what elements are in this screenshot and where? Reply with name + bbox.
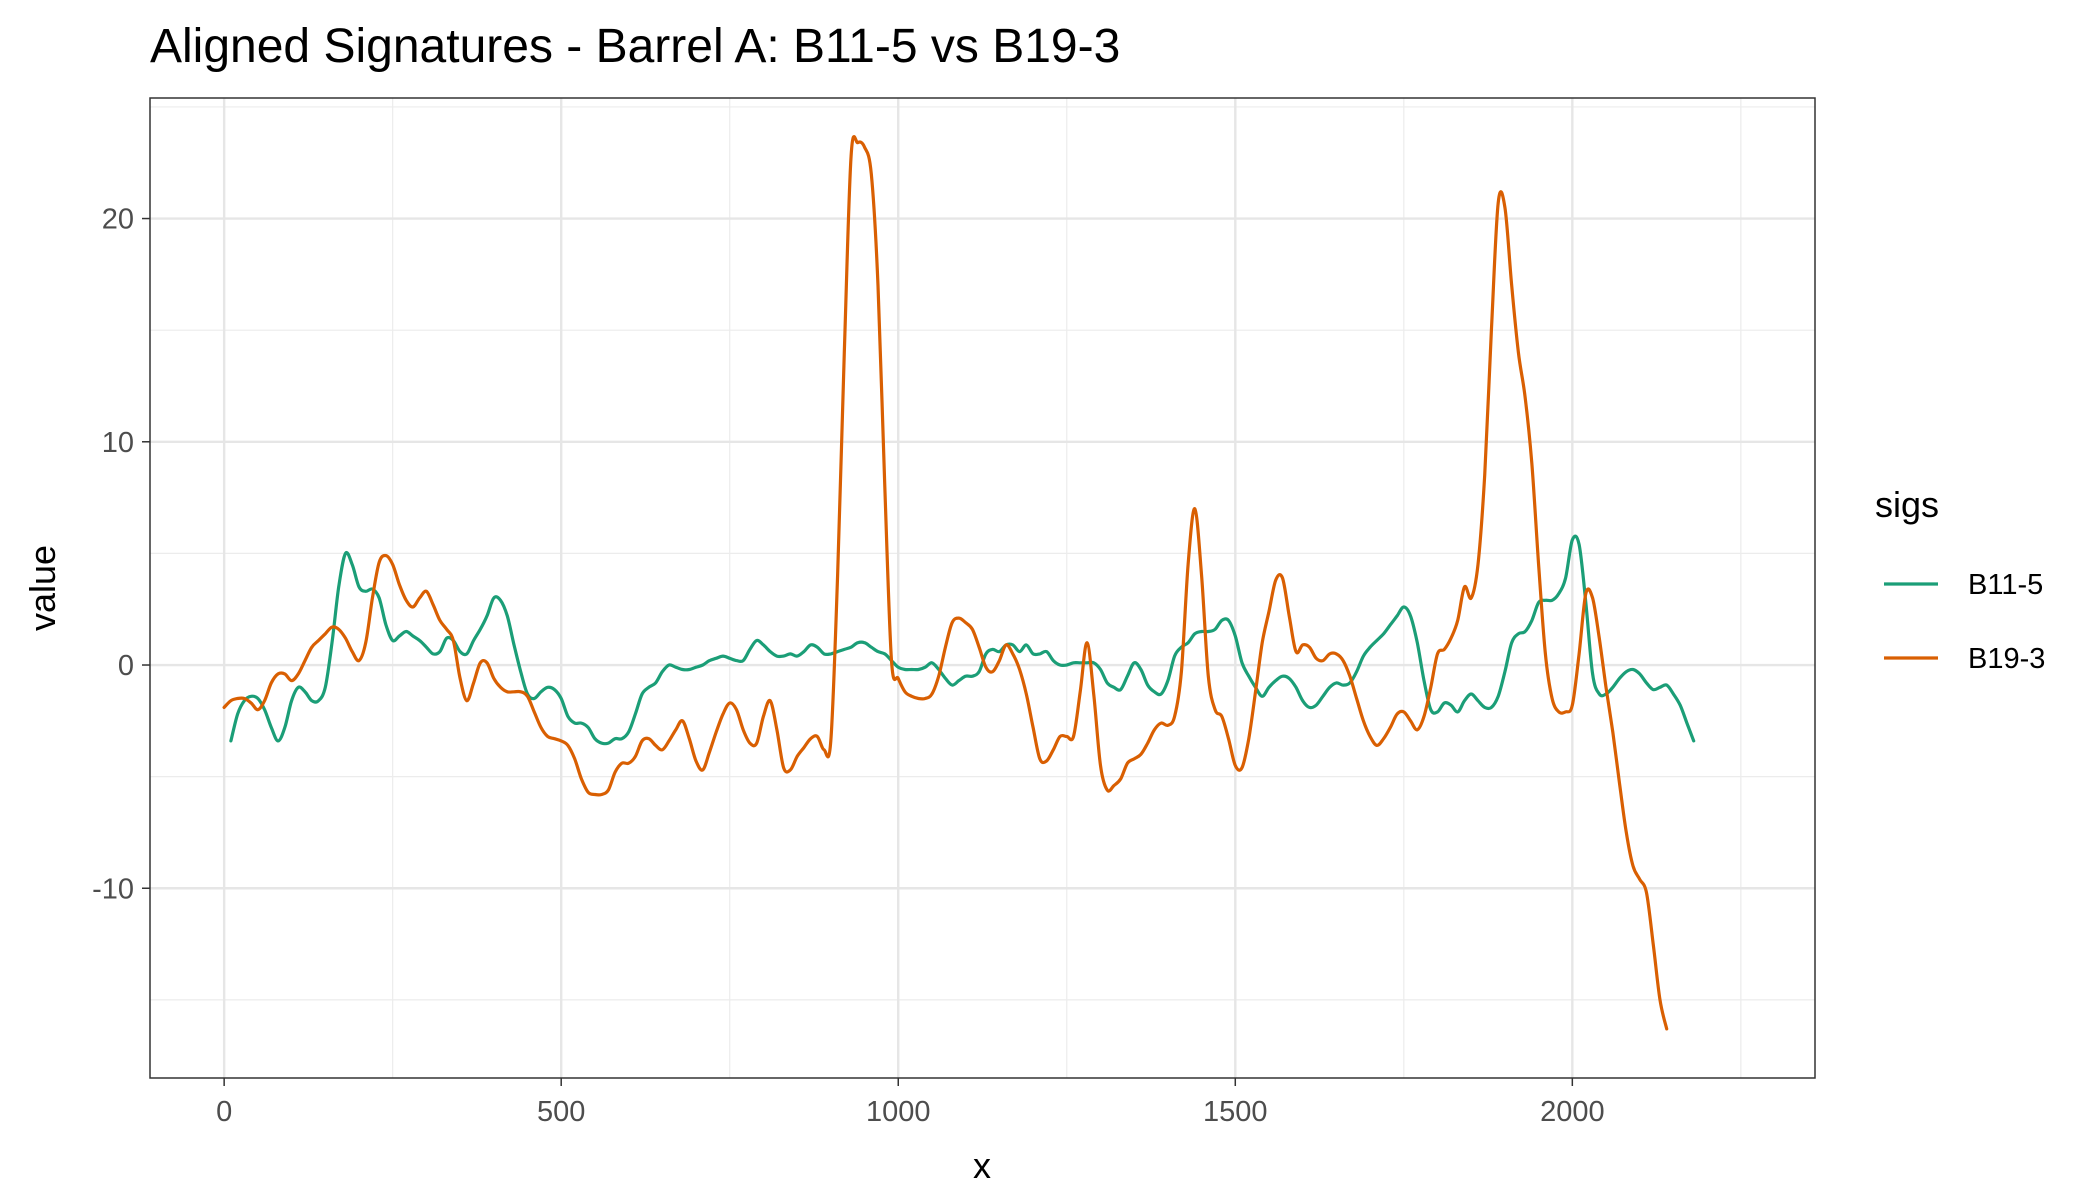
y-axis: -10 0 10 20 xyxy=(92,204,150,905)
series-lines xyxy=(222,135,1696,1031)
y-tick-label-0: -10 xyxy=(92,873,134,905)
panel-border xyxy=(149,97,1816,1079)
x-tick-label-4: 2000 xyxy=(1540,1096,1605,1128)
legend-title: sigs xyxy=(1875,484,1939,525)
x-tick-label-2: 1000 xyxy=(866,1096,931,1128)
x-axis: 0 500 1000 1500 2000 xyxy=(216,1078,1605,1128)
y-tick-label-3: 20 xyxy=(102,204,134,236)
chart-title: Aligned Signatures - Barrel A: B11-5 vs … xyxy=(150,20,1120,73)
major-gridlines xyxy=(150,98,1815,1078)
y-tick-label-2: 10 xyxy=(102,427,134,459)
y-axis-title: value xyxy=(22,545,63,631)
x-tick-label-3: 1500 xyxy=(1203,1096,1268,1128)
y-tick-label-1: 0 xyxy=(118,650,134,682)
x-tick-label-1: 500 xyxy=(537,1096,585,1128)
series-line-B11-5 xyxy=(229,534,1696,746)
series-line-B19-3 xyxy=(222,135,1669,1031)
legend-label-B19-3: B19-3 xyxy=(1968,643,2045,675)
plot-panel xyxy=(149,97,1816,1079)
x-axis-title: x xyxy=(973,1145,991,1186)
legend-items: B11-5 B19-3 xyxy=(1884,569,2045,675)
legend: sigs B11-5 B19-3 xyxy=(1875,484,2045,675)
x-tick-label-0: 0 xyxy=(216,1096,232,1128)
legend-label-B11-5: B11-5 xyxy=(1968,569,2043,601)
panel-background xyxy=(150,98,1815,1078)
